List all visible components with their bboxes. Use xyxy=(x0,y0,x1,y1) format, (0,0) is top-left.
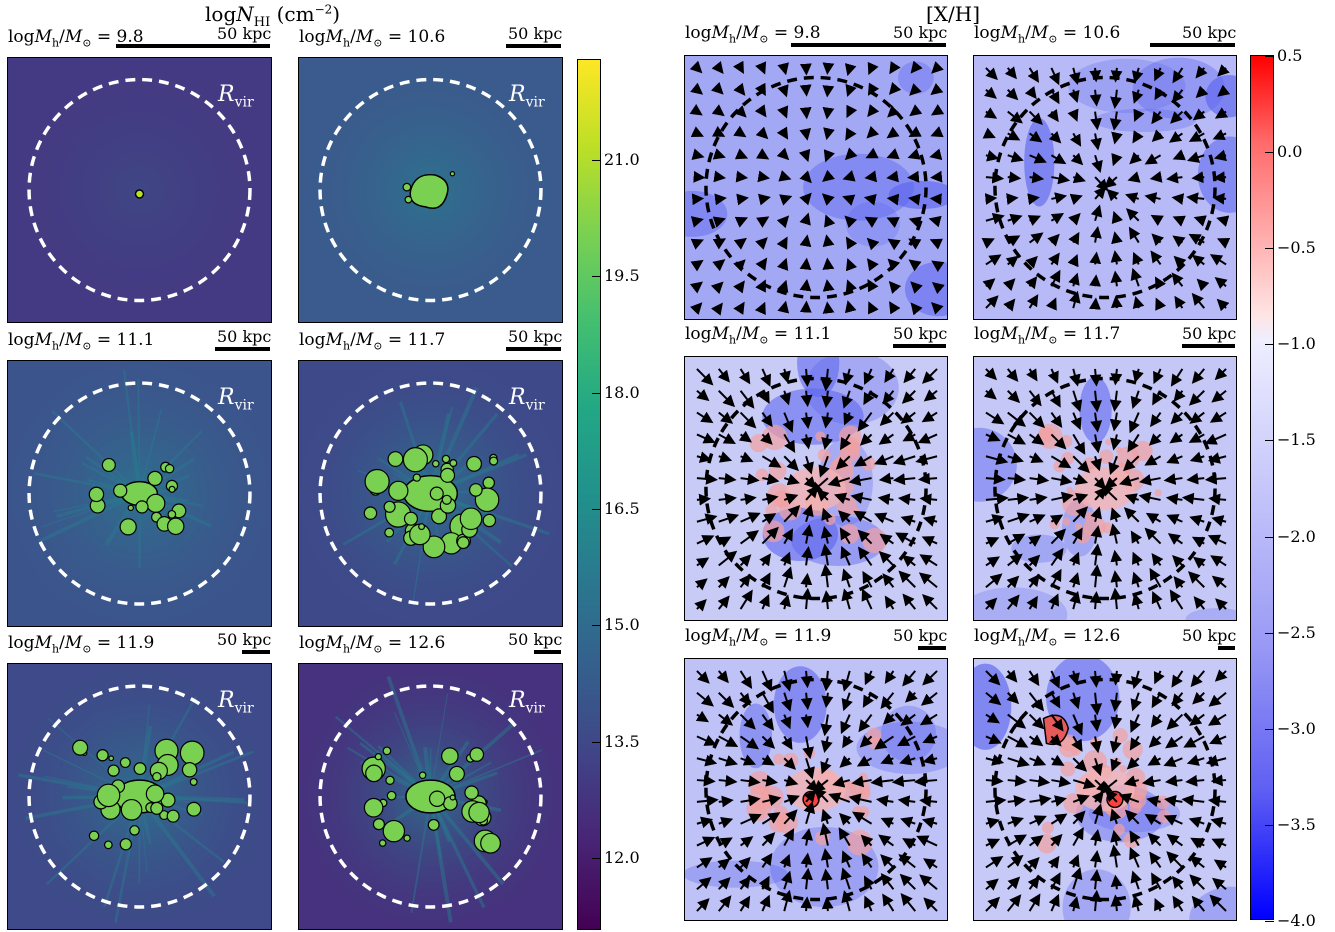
colorbar-tick xyxy=(1265,248,1274,250)
right-scale-label-3: 50 kpc xyxy=(1182,324,1237,343)
left-panel-label-1: logMh/M⊙ = 10.6 xyxy=(299,27,446,50)
left-scale-label-2: 50 kpc xyxy=(217,327,272,346)
rvir-label: Rvir xyxy=(218,385,254,414)
colorbar-tick-label: 16.5 xyxy=(604,498,640,518)
left-scale-label-5: 50 kpc xyxy=(508,630,563,649)
colorbar-tick-label: −4.0 xyxy=(1277,910,1316,930)
colorbar-tick-label: 12.0 xyxy=(604,847,640,867)
left-scale-label-4: 50 kpc xyxy=(217,630,272,649)
left-panel-label-5: logMh/M⊙ = 12.6 xyxy=(299,633,446,656)
colorbar-tick xyxy=(592,508,601,510)
rvir-circle xyxy=(27,381,252,606)
left-panel-label-3: logMh/M⊙ = 11.7 xyxy=(299,330,446,353)
colorbar-tick-label: −1.0 xyxy=(1277,334,1316,354)
colorbar-tick-label: 19.5 xyxy=(604,266,640,286)
right-scale-label-4: 50 kpc xyxy=(893,626,948,645)
right-scale-label-2: 50 kpc xyxy=(893,324,948,343)
right-scalebar-4 xyxy=(918,646,946,650)
left-scalebar-2 xyxy=(215,347,270,351)
left-scale-label-1: 50 kpc xyxy=(508,24,563,43)
colorbar-tick-label: −0.5 xyxy=(1277,238,1316,258)
right-panel-label-4: logMh/M⊙ = 11.9 xyxy=(685,626,832,649)
colorbar-tick-label: −3.5 xyxy=(1277,814,1316,834)
rvir-circle xyxy=(318,77,543,303)
right-panel-label-3: logMh/M⊙ = 11.7 xyxy=(974,324,1121,347)
right-panel-label-0: logMh/M⊙ = 9.8 xyxy=(685,23,821,46)
colorbar-tick-label: 21.0 xyxy=(604,150,640,169)
colorbar-tick xyxy=(1265,824,1274,826)
colorbar-tick-label: −3.0 xyxy=(1277,718,1316,738)
left-scalebar-0 xyxy=(116,44,270,48)
right-scalebar-3 xyxy=(1182,344,1235,348)
colorbar-tick-label: −2.5 xyxy=(1277,622,1316,642)
colorbar-tick-label: 13.5 xyxy=(604,731,640,751)
right-map-panel-4 xyxy=(684,658,948,921)
left-map-panel-4: Rvir xyxy=(7,663,272,930)
colorbar-tick xyxy=(592,625,601,627)
colorbar-tick xyxy=(592,392,601,394)
left-colorbar xyxy=(577,59,601,930)
left-scalebar-5 xyxy=(534,650,561,654)
right-map-panel-2 xyxy=(684,356,948,621)
colorbar-tick xyxy=(1265,632,1274,634)
colorbar-tick-label: 15.0 xyxy=(604,615,640,635)
colorbar-tick-label: 0.5 xyxy=(1277,46,1303,65)
left-panel-label-0: logMh/M⊙ = 9.8 xyxy=(8,27,144,50)
rvir-circle xyxy=(27,684,252,909)
colorbar-tick-label: −1.5 xyxy=(1277,430,1316,450)
left-panel-label-4: logMh/M⊙ = 11.9 xyxy=(8,633,155,656)
left-scalebar-3 xyxy=(506,347,561,351)
right-panel-label-1: logMh/M⊙ = 10.6 xyxy=(974,23,1121,46)
colorbar-tick xyxy=(1265,728,1274,730)
left-map-panel-0: Rvir xyxy=(7,57,272,323)
right-map-panel-3 xyxy=(973,356,1237,621)
rvir-circle xyxy=(318,381,543,606)
right-colorbar xyxy=(1250,55,1274,920)
colorbar-tick-label: −2.0 xyxy=(1277,526,1316,546)
colorbar-tick xyxy=(1265,440,1274,442)
rvir-circle xyxy=(27,77,252,303)
right-scale-label-0: 50 kpc xyxy=(893,23,948,42)
right-map-panel-5 xyxy=(973,658,1237,921)
colorbar-tick-label: 18.0 xyxy=(604,382,640,402)
right-panel-label-2: logMh/M⊙ = 11.1 xyxy=(685,324,832,347)
rvir-label: Rvir xyxy=(509,385,545,414)
colorbar-tick xyxy=(1265,344,1274,346)
colorbar-tick-label: 0.0 xyxy=(1277,142,1303,162)
left-panel-label-2: logMh/M⊙ = 11.1 xyxy=(8,330,155,353)
left-scale-label-3: 50 kpc xyxy=(508,327,563,346)
rvir-label: Rvir xyxy=(509,688,545,717)
left-scalebar-1 xyxy=(506,44,561,48)
rvir-label: Rvir xyxy=(218,688,254,717)
colorbar-tick xyxy=(592,276,601,278)
colorbar-tick xyxy=(1265,152,1274,154)
right-scalebar-2 xyxy=(893,344,946,348)
left-scalebar-4 xyxy=(242,650,270,654)
colorbar-tick xyxy=(1265,536,1274,538)
right-scale-label-5: 50 kpc xyxy=(1182,626,1237,645)
right-scalebar-0 xyxy=(791,43,946,47)
right-panel-label-5: logMh/M⊙ = 12.6 xyxy=(974,626,1121,649)
right-map-panel-0 xyxy=(684,55,948,320)
right-scalebar-1 xyxy=(1150,43,1235,47)
right-scalebar-5 xyxy=(1218,646,1235,650)
rvir-label: Rvir xyxy=(218,82,254,111)
colorbar-tick xyxy=(592,160,601,161)
left-scale-label-0: 50 kpc xyxy=(217,24,272,43)
left-title: logNHI (cm−2) xyxy=(205,2,341,30)
left-map-panel-2: Rvir xyxy=(7,360,272,627)
colorbar-tick xyxy=(592,741,601,743)
colorbar-tick xyxy=(592,857,601,859)
left-map-panel-5: Rvir xyxy=(298,663,563,930)
right-map-panel-1 xyxy=(973,55,1237,320)
colorbar-tick xyxy=(1265,920,1274,922)
rvir-circle xyxy=(318,684,543,909)
right-scale-label-1: 50 kpc xyxy=(1182,23,1237,42)
right-title: [X/H] xyxy=(926,2,981,26)
colorbar-tick xyxy=(1265,56,1274,57)
left-map-panel-3: Rvir xyxy=(298,360,563,627)
left-map-panel-1: Rvir xyxy=(298,57,563,323)
rvir-label: Rvir xyxy=(509,82,545,111)
